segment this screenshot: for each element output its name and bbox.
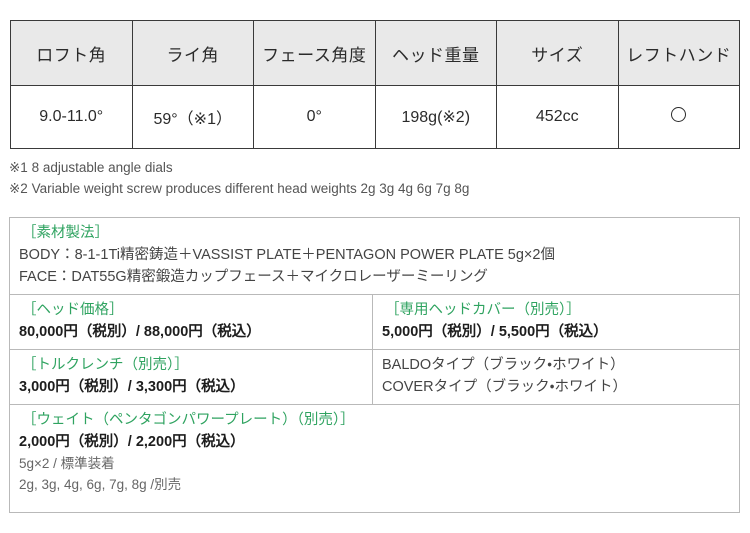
spec-header-size: サイズ bbox=[496, 20, 619, 86]
spec-header-head-weight: ヘッド重量 bbox=[374, 20, 497, 86]
circle-available-icon bbox=[671, 107, 687, 122]
spec-value-loft: 9.0-11.0° bbox=[10, 85, 133, 149]
head-cover-cell: ［専用ヘッドカバー（別売）］ 5,000円（税別）/ 5,500円（税込） bbox=[373, 295, 739, 349]
spec-table-value-row: 9.0-11.0° 59°（※1） 0° 198g(※2) 452cc bbox=[10, 85, 740, 149]
weight-standard: 5g×2 / 標準装着 bbox=[19, 456, 115, 471]
spec-value-size: 452cc bbox=[496, 85, 619, 149]
spec-header-loft: ロフト角 bbox=[10, 20, 133, 86]
torque-wrench-price: 3,000円（税別）/ 3,300円（税込） bbox=[19, 379, 245, 395]
spec-table-container: ロフト角 ライ角 フェース角度 ヘッド重量 サイズ レフトハンド 9.0-11.… bbox=[10, 20, 740, 149]
detail-row-torque-wrench: ［トルクレンチ（別売）］ 3,000円（税別）/ 3,300円（税込） BALD… bbox=[10, 350, 739, 405]
torque-wrench-title: ［トルクレンチ（別売）］ bbox=[22, 357, 189, 373]
head-cover-variant-baldo: BALDOタイプ（ブラック・ホワイト） bbox=[382, 357, 625, 373]
material-face-line: FACE：DAT55G精密鍛造カップフェース＋マイクロレーザーミーリング bbox=[19, 269, 488, 285]
weight-cell: ［ウェイト（ペンタゴンパワープレート）（別売）］ 2,000円（税別）/ 2,2… bbox=[10, 405, 739, 501]
material-body-line: BODY：8-1-1Ti精密鋳造＋VASSIST PLATE＋PENTAGON … bbox=[19, 247, 555, 263]
detail-row-material: ［素材製法］ BODY：8-1-1Ti精密鋳造＋VASSIST PLATE＋PE… bbox=[10, 218, 739, 295]
spec-value-face-angle: 0° bbox=[253, 85, 376, 149]
material-cell: ［素材製法］ BODY：8-1-1Ti精密鋳造＋VASSIST PLATE＋PE… bbox=[10, 218, 739, 294]
detail-row-weight: ［ウェイト（ペンタゴンパワープレート）（別売）］ 2,000円（税別）/ 2,2… bbox=[10, 405, 739, 501]
weight-price: 2,000円（税別）/ 2,200円（税込） bbox=[19, 434, 245, 450]
head-price-cell: ［ヘッド価格］ 80,000円（税別）/ 88,000円（税込） bbox=[10, 295, 373, 349]
detail-row-head-price: ［ヘッド価格］ 80,000円（税別）/ 88,000円（税込） ［専用ヘッドカ… bbox=[10, 295, 739, 350]
torque-wrench-cell: ［トルクレンチ（別売）］ 3,000円（税別）/ 3,300円（税込） bbox=[10, 350, 373, 404]
spec-header-lie: ライ角 bbox=[131, 20, 254, 86]
weight-optional: 2g, 3g, 4g, 6g, 7g, 8g /別売 bbox=[19, 477, 182, 492]
head-price-title: ［ヘッド価格］ bbox=[22, 302, 124, 318]
spec-table-header-row: ロフト角 ライ角 フェース角度 ヘッド重量 サイズ レフトハンド bbox=[10, 20, 740, 86]
head-cover-variant-cover: COVERタイプ（ブラック・ホワイト） bbox=[382, 379, 627, 395]
spec-header-left-hand: レフトハンド bbox=[617, 20, 740, 86]
footnote-2: ※2 Variable weight screw produces differ… bbox=[9, 181, 470, 196]
detail-box: ［素材製法］ BODY：8-1-1Ti精密鋳造＋VASSIST PLATE＋PE… bbox=[9, 217, 740, 513]
spec-header-face-angle: フェース角度 bbox=[253, 20, 376, 86]
head-price-value: 80,000円（税別）/ 88,000円（税込） bbox=[19, 324, 261, 340]
spec-value-head-weight: 198g(※2) bbox=[374, 85, 497, 149]
spec-value-lie: 59°（※1） bbox=[131, 85, 254, 149]
footnote-1: ※1 8 adjustable angle dials bbox=[9, 160, 173, 175]
head-cover-title: ［専用ヘッドカバー（別売）］ bbox=[385, 302, 581, 318]
head-cover-price: 5,000円（税別）/ 5,500円（税込） bbox=[382, 324, 608, 340]
spec-table: ロフト角 ライ角 フェース角度 ヘッド重量 サイズ レフトハンド 9.0-11.… bbox=[10, 20, 740, 149]
head-cover-variants-cell: BALDOタイプ（ブラック・ホワイト） COVERタイプ（ブラック・ホワイト） bbox=[373, 350, 739, 404]
weight-title: ［ウェイト（ペンタゴンパワープレート）（別売）］ bbox=[22, 412, 355, 428]
material-title: ［素材製法］ bbox=[22, 225, 109, 241]
footnotes: ※1 8 adjustable angle dials ※2 Variable … bbox=[9, 157, 739, 199]
spec-value-left-hand bbox=[617, 85, 740, 149]
